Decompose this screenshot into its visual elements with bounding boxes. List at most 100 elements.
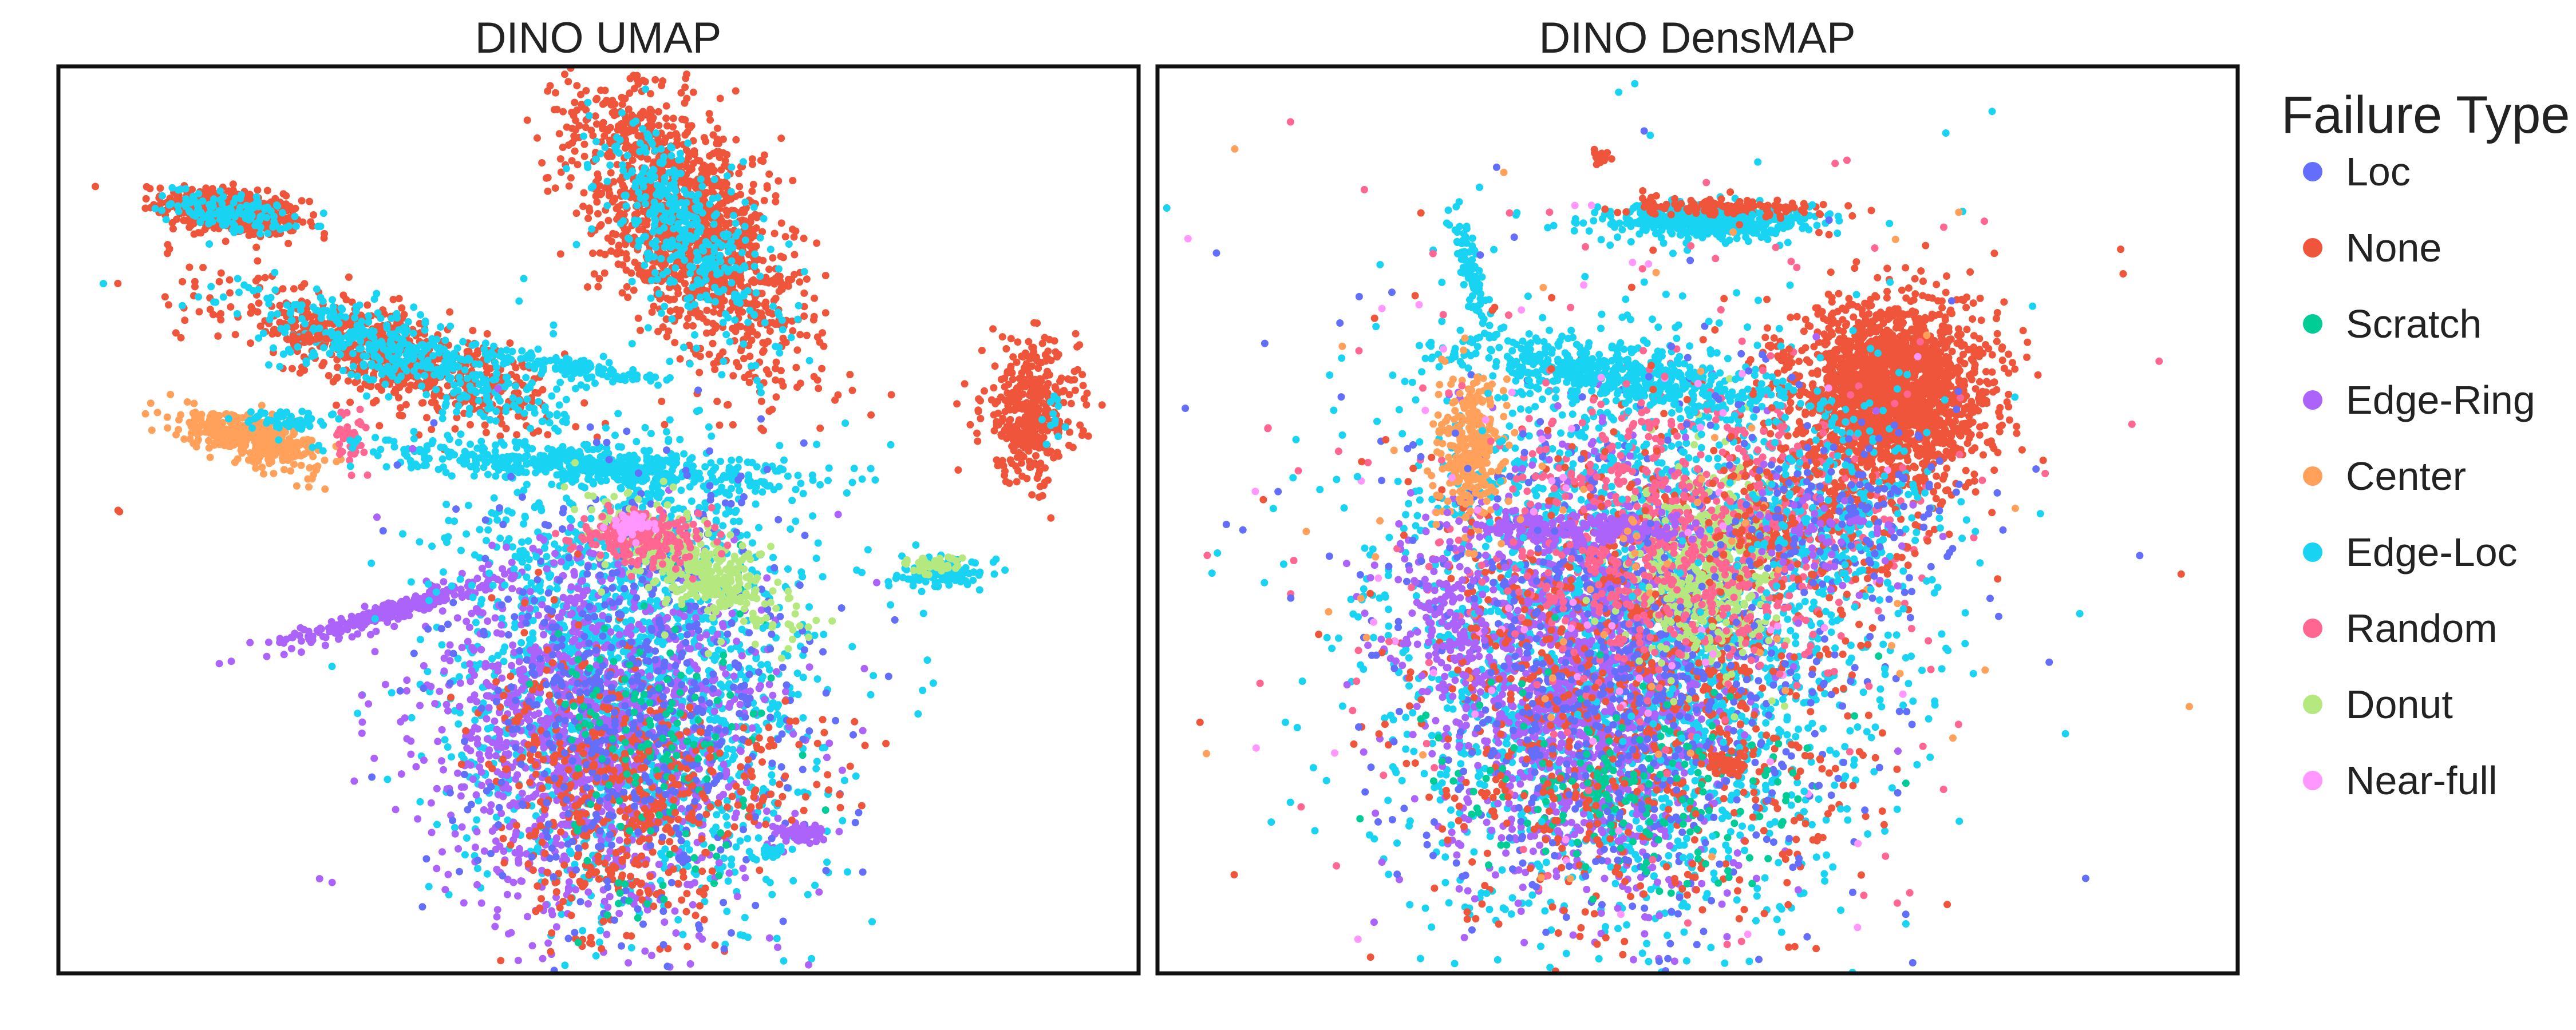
scatter-point (745, 378, 753, 386)
scatter-point (584, 98, 592, 106)
scatter-point (813, 239, 821, 247)
scatter-point (1070, 367, 1078, 375)
scatter-point (282, 192, 290, 200)
scatter-point (781, 233, 789, 241)
scatter-point (191, 278, 199, 286)
scatter-point (760, 347, 768, 355)
scatter-point (1042, 383, 1050, 391)
scatter-point (518, 347, 526, 355)
scatter-point (651, 76, 659, 84)
scatter-point (374, 309, 382, 317)
scatter-point (678, 116, 686, 123)
scatter-point (745, 370, 753, 378)
scatter-point (274, 419, 281, 427)
scatter-point (161, 293, 169, 301)
scatter-point (1013, 478, 1021, 486)
scatter-point (465, 356, 473, 364)
scatter-point (580, 189, 588, 197)
scatter-point (429, 352, 437, 360)
scatter-point (619, 161, 626, 169)
scatter-point (596, 182, 604, 190)
scatter-point (561, 361, 569, 369)
scatter-point (306, 422, 314, 430)
scatter-point (357, 385, 365, 393)
scatter-point (688, 220, 696, 228)
scatter-point (716, 94, 724, 102)
scatter-point (192, 199, 200, 206)
scatter-point (318, 362, 326, 370)
scatter-point (1030, 319, 1038, 327)
scatter-point (612, 249, 620, 257)
scatter-point (556, 378, 564, 386)
scatter-point (716, 251, 724, 259)
scatter-point (800, 235, 808, 243)
scatter-point (789, 225, 796, 233)
scatter-point (353, 373, 361, 380)
scatter-point (654, 381, 662, 389)
scatter-point (288, 316, 296, 324)
scatter-point (720, 286, 728, 294)
scatter-point (208, 185, 216, 193)
scatter-point (589, 249, 596, 258)
scatter-point (263, 447, 271, 455)
scatter-point (410, 367, 418, 375)
scatter-point (364, 301, 372, 309)
scatter-point (785, 275, 792, 283)
scatter-point (275, 436, 283, 444)
scatter-point (288, 445, 296, 453)
scatter-point (209, 311, 217, 319)
scatter-point (887, 391, 895, 399)
scatter-point (728, 257, 736, 265)
scatter-point (455, 374, 463, 381)
scatter-point (726, 338, 734, 346)
scatter-point (1049, 410, 1057, 418)
scatter-point (312, 306, 319, 314)
scatter-point (428, 379, 436, 387)
scatter-point (362, 374, 370, 382)
scatter-point (190, 399, 198, 407)
scatter-point (538, 159, 546, 167)
scatter-point (278, 225, 286, 233)
scatter-point (535, 398, 543, 406)
scatter-point (382, 463, 390, 471)
scatter-point (673, 200, 681, 208)
scatter-point (821, 309, 829, 317)
scatter-point (771, 320, 779, 328)
scatter-point (1038, 492, 1046, 500)
scatter-point (765, 308, 773, 316)
scatter-point (601, 251, 609, 259)
scatter-point (647, 294, 655, 302)
scatter-point (1021, 443, 1029, 451)
scatter-point (765, 170, 773, 178)
scatter-point (1001, 472, 1009, 480)
scatter-point (215, 660, 223, 668)
scatter-point (603, 202, 611, 209)
scatter-point (657, 255, 665, 263)
scatter-point (236, 195, 244, 203)
scatter-point (261, 274, 269, 282)
scatter-point (668, 315, 676, 323)
scatter-point (523, 116, 531, 124)
scatter-point (283, 323, 291, 331)
scatter-point (993, 456, 1001, 464)
scatter-point (748, 155, 756, 163)
scatter-point (624, 294, 632, 302)
scatter-point (562, 395, 570, 403)
scatter-point (671, 173, 679, 181)
scatter-point (509, 394, 517, 402)
scatter-point (601, 144, 609, 151)
scatter-point (618, 100, 626, 108)
scatter-point (733, 359, 741, 367)
scatter-point (465, 405, 473, 413)
scatter-point (231, 213, 239, 221)
scatter-point (206, 413, 214, 421)
scatter-point (229, 186, 237, 194)
scatter-point (831, 396, 839, 404)
scatter-point (615, 241, 623, 249)
scatter-point (322, 320, 330, 328)
scatter-point (337, 351, 345, 359)
scatter-point (483, 330, 491, 338)
scatter-point (708, 256, 715, 264)
scatter-point (513, 431, 521, 439)
scatter-point (803, 331, 811, 339)
